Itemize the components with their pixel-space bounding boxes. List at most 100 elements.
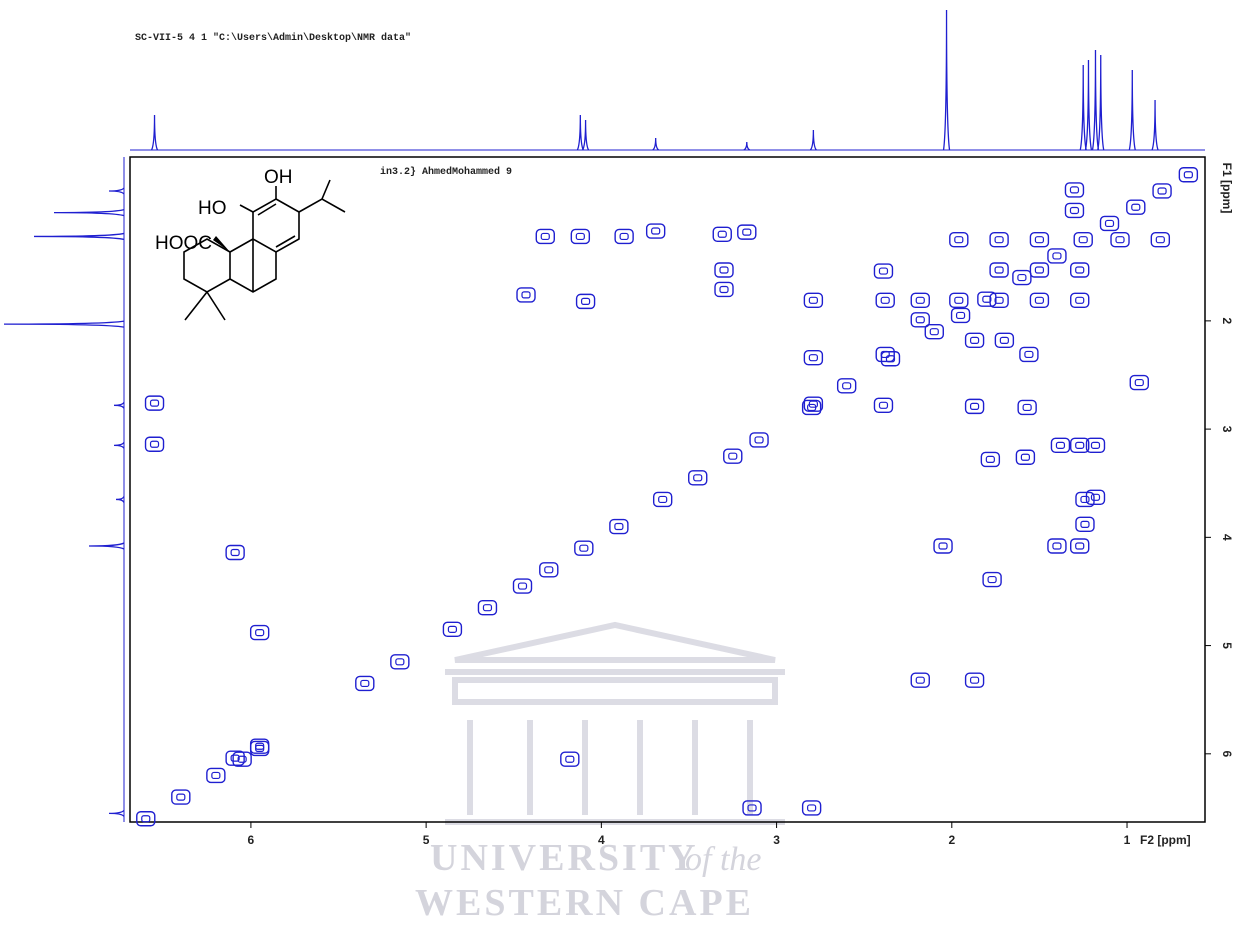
header: SC-VII-5 4 1 "C:\Users\Admin\Desktop\NMR… (135, 32, 411, 44)
cross-peak-core (1075, 441, 1085, 449)
cross-peak-core (237, 755, 247, 763)
cross-peak-core (982, 295, 992, 303)
cross-peak-core (1075, 542, 1085, 550)
cross-peak-core (878, 401, 889, 409)
projection-peak (582, 119, 590, 151)
cross-peak (136, 811, 156, 827)
structure-label: OH (264, 167, 293, 188)
cross-peak (225, 750, 245, 766)
y-tick-label: 5 (1220, 642, 1234, 649)
cross-peak (714, 281, 734, 298)
cross-peak-core (255, 742, 265, 750)
cross-peak (1070, 538, 1090, 554)
cross-peak-core (999, 336, 1009, 344)
projection-peak (113, 401, 125, 409)
cross-peak (609, 518, 629, 535)
cross-peak-core (915, 296, 925, 304)
cross-peak-core (614, 522, 624, 531)
cross-peak (803, 292, 824, 309)
plot-label: in3.2} AhmedMohammed 9 (380, 166, 512, 178)
structure-label: HO (198, 198, 227, 219)
cross-peak (989, 292, 1009, 309)
cross-peak (1070, 262, 1090, 278)
cross-peak (949, 231, 969, 248)
cross-peak-core (1183, 171, 1193, 179)
cross-peak-core (994, 236, 1004, 244)
cross-peak-core (987, 575, 997, 584)
y-tick-label: 6 (1220, 750, 1234, 757)
cross-peak (1075, 491, 1095, 508)
cross-peak (873, 397, 894, 413)
cross-peak (964, 672, 985, 688)
watermark-line1: UNIVERSITY (430, 837, 699, 879)
cross-peak (570, 228, 591, 245)
cross-peak-core (255, 744, 265, 752)
y-tick-label: 4 (1220, 534, 1234, 541)
cross-peak (803, 396, 824, 412)
cross-peak (144, 395, 165, 411)
y-axis-label: F1 [ppm] (1220, 163, 1234, 214)
cross-peak-core (969, 676, 980, 684)
x-tick-label: 4 (598, 833, 605, 847)
cross-peak-core (1155, 236, 1165, 244)
cross-peak-core (447, 625, 458, 633)
cross-peak (512, 578, 533, 594)
cross-peak (1085, 489, 1106, 505)
cross-peak-core (521, 291, 531, 299)
cross-peak (206, 767, 226, 784)
cross-peak (924, 323, 944, 340)
cross-peak (964, 332, 985, 349)
cross-peak-core (717, 230, 727, 238)
projection-peak (743, 141, 751, 151)
cross-peak (560, 751, 580, 767)
cross-peak-core (1090, 441, 1101, 449)
cross-peak-core (1157, 187, 1167, 195)
projection-peak (108, 809, 125, 817)
cross-peak (1085, 437, 1106, 454)
watermark-line2: WESTERN CAPE (415, 882, 754, 924)
cross-peak-core (658, 495, 668, 504)
cross-peak-core (1131, 203, 1141, 211)
cross-peak-core (575, 232, 585, 241)
cross-peak (980, 451, 1001, 468)
cross-peak (614, 228, 634, 245)
cross-peak-core (255, 628, 265, 637)
cross-peak (994, 332, 1015, 349)
cross-peak-core (1034, 296, 1045, 304)
cross-peak (1047, 538, 1067, 554)
cross-peak (539, 562, 559, 578)
cross-peak-core (1134, 378, 1144, 387)
cross-peak-core (955, 311, 966, 320)
cross-peak-core (1078, 236, 1088, 244)
cross-peak (803, 349, 824, 366)
cross-peak (1099, 215, 1120, 232)
cross-peak-core (1069, 206, 1080, 215)
projection-peak (1097, 54, 1105, 151)
cross-peak (910, 672, 930, 688)
cross-peak (964, 398, 985, 415)
cross-peak-core (954, 296, 964, 304)
cross-peak (249, 738, 270, 754)
molecule: OH HO HOOC (155, 167, 346, 321)
cross-peak (1064, 202, 1085, 219)
cross-peak-core (880, 296, 890, 304)
cross-peak-core (651, 227, 661, 235)
projection-peak (1091, 49, 1100, 151)
projection-peak (1084, 59, 1093, 151)
cross-peak (574, 540, 594, 556)
x-tick-label: 2 (948, 833, 955, 847)
cross-peak-core (482, 604, 493, 612)
cross-peak (1029, 231, 1050, 248)
cross-peak (910, 312, 930, 328)
y-tick-label: 2 (1220, 318, 1234, 325)
cross-peak-core (754, 436, 764, 444)
cross-peak-core (580, 297, 591, 305)
cross-peak-core (360, 679, 370, 688)
cross-peak-core (719, 266, 729, 274)
cross-peak-core (985, 455, 995, 464)
cross-peak (949, 292, 969, 309)
cross-peak (880, 351, 901, 367)
cross-peak-core (579, 544, 589, 552)
cross-peak-core (1075, 266, 1085, 274)
